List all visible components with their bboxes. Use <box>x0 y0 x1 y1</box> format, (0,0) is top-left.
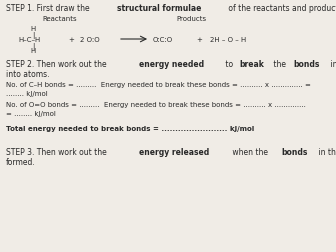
Text: H–C–H: H–C–H <box>18 37 40 43</box>
Text: structural formulae: structural formulae <box>117 4 201 13</box>
Text: STEP 1. First draw the: STEP 1. First draw the <box>6 4 92 13</box>
Text: Reactants: Reactants <box>42 16 77 22</box>
Text: bonds: bonds <box>282 148 308 157</box>
Text: O:C:O: O:C:O <box>153 37 173 43</box>
Text: STEP 2. Then work out the: STEP 2. Then work out the <box>6 60 109 69</box>
Text: 2 O:O: 2 O:O <box>80 37 100 43</box>
Text: bonds: bonds <box>294 60 320 69</box>
Text: of the reactants and products.: of the reactants and products. <box>226 4 336 13</box>
Text: H: H <box>30 26 35 32</box>
Text: STEP 3. Then work out the: STEP 3. Then work out the <box>6 148 109 157</box>
Text: 2H – O – H: 2H – O – H <box>210 37 246 43</box>
Text: the: the <box>271 60 289 69</box>
Text: Total energy needed to break bonds = ........................ kJ/mol: Total energy needed to break bonds = ...… <box>6 126 254 132</box>
Text: energy released: energy released <box>139 148 209 157</box>
Text: Products: Products <box>176 16 206 22</box>
Text: No. of O=O bonds = .........  Energy needed to break these bonds = .......... x : No. of O=O bonds = ......... Energy need… <box>6 102 306 108</box>
Text: energy needed: energy needed <box>139 60 204 69</box>
Text: ........ kJ/mol: ........ kJ/mol <box>6 91 48 97</box>
Text: break: break <box>239 60 264 69</box>
Text: H: H <box>30 48 35 54</box>
Text: into atoms.: into atoms. <box>6 70 49 79</box>
Text: to: to <box>223 60 236 69</box>
Text: +: + <box>196 37 202 43</box>
Text: |: | <box>33 32 35 39</box>
Text: |: | <box>33 43 35 50</box>
Text: +: + <box>68 37 74 43</box>
Text: when the: when the <box>230 148 270 157</box>
Text: No. of C–H bonds = .........  Energy needed to break these bonds = .......... x : No. of C–H bonds = ......... Energy need… <box>6 82 311 88</box>
Text: in the: in the <box>316 148 336 157</box>
Text: formed.: formed. <box>6 158 36 167</box>
Text: in the: in the <box>328 60 336 69</box>
Text: = ........ kJ/mol: = ........ kJ/mol <box>6 111 56 117</box>
